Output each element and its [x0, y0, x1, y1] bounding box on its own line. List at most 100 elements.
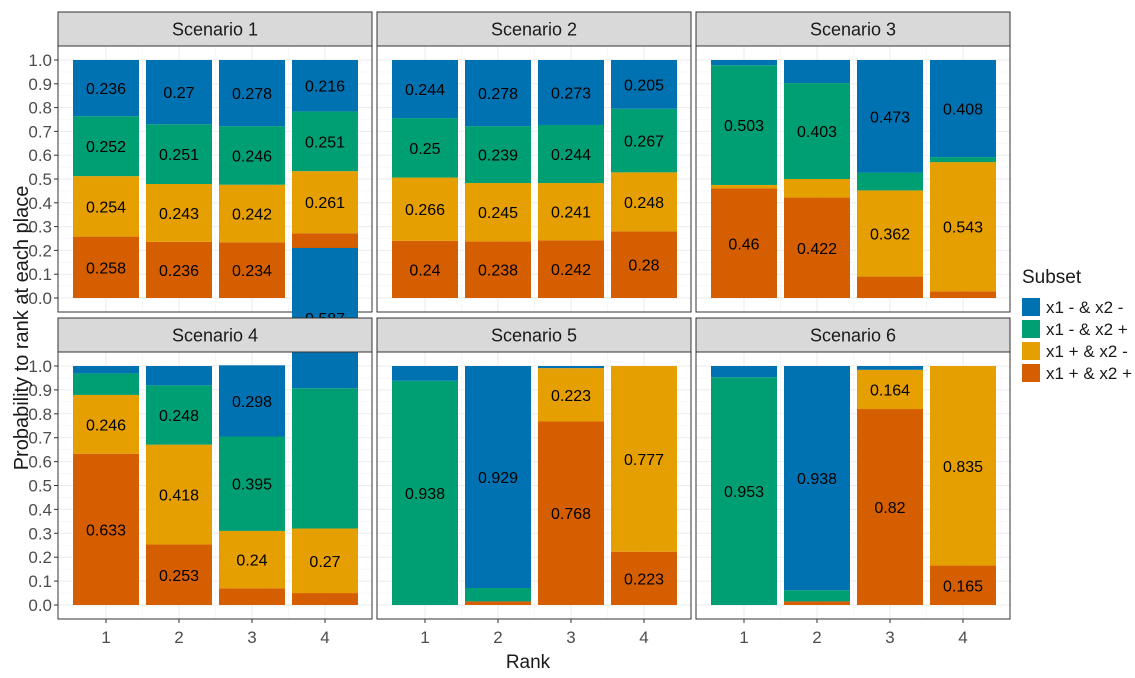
bar-segment: [219, 126, 285, 185]
data-label: 0.543: [943, 220, 983, 237]
x-tick-label: 1: [739, 628, 748, 647]
data-label: 0.938: [405, 486, 445, 503]
data-label: 0.24: [409, 262, 440, 279]
bar-segment: [465, 366, 531, 589]
data-label: 0.236: [86, 81, 126, 98]
data-label: 0.253: [159, 568, 199, 585]
data-label: 0.27: [163, 85, 194, 102]
y-tick-label: 0.5: [28, 477, 52, 496]
bar-segment: [538, 60, 604, 125]
bar-segment: [146, 241, 212, 298]
bar-segment: [292, 171, 358, 234]
data-label: 0.251: [159, 147, 199, 164]
x-tick-label: 1: [101, 628, 110, 647]
panel-6: 0.953 0.938 0.82 0.164 0.165 0.835 Scenario 6: [695, 317, 1011, 620]
x-tick-label: 1: [420, 628, 429, 647]
bar-segment: [146, 544, 212, 605]
panel-5: 0.938 0.929 0.768 0.223 0.223 0.777 Scenario 5: [376, 317, 692, 620]
data-label: 0.165: [943, 578, 983, 595]
data-label: 0.777: [624, 452, 664, 469]
data-label: 0.473: [870, 109, 910, 126]
bar-segment: [73, 116, 139, 177]
bar-segment: [711, 188, 777, 298]
y-tick-label: 0.6: [28, 453, 52, 472]
data-label: 0.24: [236, 553, 267, 570]
facet-strip-label: Scenario 4: [172, 326, 258, 346]
x-tick-label: 4: [958, 628, 967, 647]
data-label: 0.266: [405, 202, 445, 219]
bar-segment: [711, 366, 777, 378]
data-label: 0.251: [305, 134, 345, 151]
bar-segment: [73, 373, 139, 395]
data-label: 0.633: [86, 522, 126, 539]
bar-segment: [292, 111, 358, 172]
data-label: 0.46: [728, 236, 759, 253]
data-label: 0.82: [874, 500, 905, 517]
bar-segment: [465, 126, 531, 184]
bar-segment: [538, 368, 604, 422]
bar-segment: [392, 118, 458, 178]
data-label: 0.768: [551, 506, 591, 523]
bar-segment: [857, 409, 923, 605]
data-label: 0.205: [624, 77, 664, 94]
legend-entry: x1 - & x2 +: [1046, 320, 1128, 339]
bar-segment: [146, 60, 212, 125]
data-label: 0.27: [309, 554, 340, 571]
data-label: 0.244: [405, 82, 445, 99]
data-label: 0.953: [724, 484, 764, 501]
legend: Subset x1 - & x2 - x1 - & x2 + x1 + & x2 -…: [1022, 267, 1132, 383]
bar-segment: [784, 366, 850, 591]
facet-strip-label: Scenario 3: [810, 20, 896, 40]
data-label: 0.238: [478, 263, 518, 280]
legend-title: Subset: [1022, 267, 1082, 288]
data-label: 0.244: [551, 147, 591, 164]
bar-segment: [538, 421, 604, 605]
data-label: 0.929: [478, 470, 518, 487]
bar-segment: [73, 394, 139, 454]
data-label: 0.236: [159, 263, 199, 280]
y-tick-label: 0.7: [28, 122, 52, 141]
data-label: 0.267: [624, 134, 664, 151]
bar-segment: [146, 124, 212, 184]
bar-segment: [711, 60, 777, 66]
bar-segment: [711, 377, 777, 605]
y-tick-label: 0.9: [28, 75, 52, 94]
facet-strip: [57, 11, 373, 47]
x-tick-label: 2: [174, 628, 183, 647]
bar-segment: [930, 162, 996, 292]
bar-segment: [857, 172, 923, 191]
y-tick-label: 0.8: [28, 99, 52, 118]
bar-segment: [465, 183, 531, 242]
bar-segment: [611, 108, 677, 173]
x-tick-label: 3: [566, 628, 575, 647]
bar-segment: [292, 593, 358, 605]
y-tick-label: 0.5: [28, 170, 52, 189]
data-label: 0.246: [232, 148, 272, 165]
data-label: 0.362: [870, 227, 910, 244]
y-tick-label: 0.7: [28, 429, 52, 448]
bar-segment: [465, 601, 531, 605]
x-tick-label: 2: [812, 628, 821, 647]
bar-segment: [611, 60, 677, 109]
panels-layer: 0.2580.2540.2520.2360.2360.2430.2510.270…: [57, 11, 1011, 620]
legend-swatch: [1022, 342, 1040, 360]
data-label: 0.835: [943, 459, 983, 476]
bar-segment: [930, 157, 996, 163]
data-label: 0.246: [86, 417, 126, 434]
data-label: 0.223: [624, 571, 664, 588]
y-tick-label: 0.3: [28, 524, 52, 543]
facet-strip-label: Scenario 5: [491, 326, 577, 346]
x-tick-label: 3: [247, 628, 256, 647]
x-tick-label: 4: [320, 628, 329, 647]
y-tick-label: 0.2: [28, 241, 52, 260]
bar-segment: [857, 60, 923, 173]
bar-segment: [930, 60, 996, 158]
data-label: 0.258: [86, 260, 126, 277]
facet-strip-label: Scenario 1: [172, 20, 258, 40]
x-tick-label: 3: [885, 628, 894, 647]
legend-entry: x1 + & x2 +: [1046, 364, 1132, 383]
bar-segment: [930, 291, 996, 298]
bar-segment: [857, 190, 923, 277]
axes-layer: 0.0 0.1 0.2 0.3 0.4 0.5 0.6 0.7 0.8 0.9 1.0 0.0 0.1 0…: [28, 51, 967, 647]
y-tick-label: 0.0: [28, 289, 52, 308]
